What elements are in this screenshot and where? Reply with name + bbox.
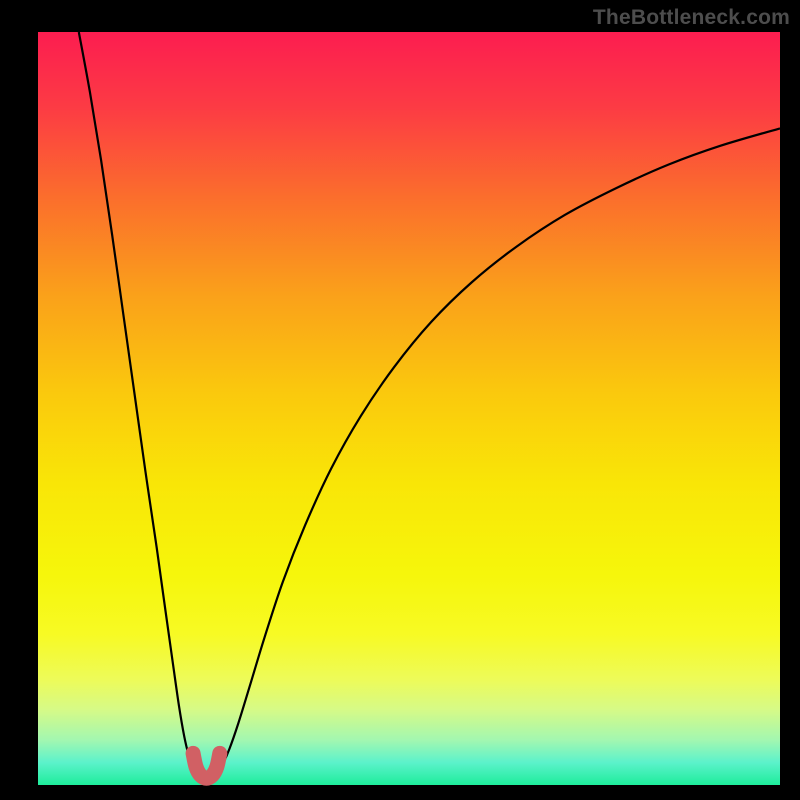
- watermark-text: TheBottleneck.com: [593, 6, 790, 30]
- plot-background: [38, 32, 780, 785]
- bottleneck-chart-svg: [0, 0, 800, 800]
- chart-frame: TheBottleneck.com: [0, 0, 800, 800]
